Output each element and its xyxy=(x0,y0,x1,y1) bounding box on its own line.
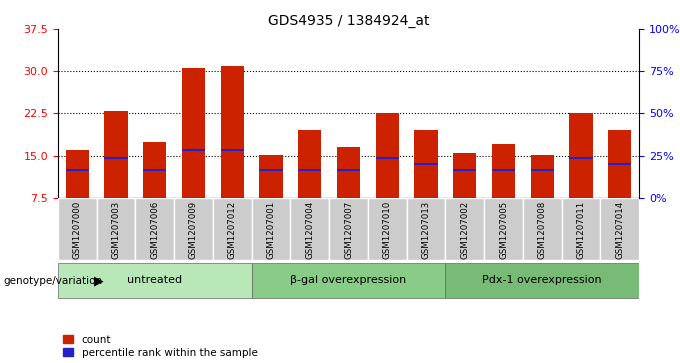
Bar xyxy=(530,155,554,198)
Bar xyxy=(104,111,128,198)
Bar xyxy=(298,169,322,171)
Bar xyxy=(220,149,244,151)
Bar xyxy=(530,169,554,171)
Text: GSM1207005: GSM1207005 xyxy=(499,201,508,259)
Bar xyxy=(252,198,290,260)
Text: genotype/variation: genotype/variation xyxy=(3,276,103,286)
Bar xyxy=(608,163,632,165)
Bar xyxy=(569,158,593,159)
Bar xyxy=(414,130,438,198)
Bar xyxy=(259,169,283,171)
Bar xyxy=(58,263,252,298)
Bar xyxy=(484,198,523,260)
Text: GSM1207013: GSM1207013 xyxy=(422,201,430,259)
Bar xyxy=(492,144,515,198)
Bar xyxy=(337,169,360,171)
Bar xyxy=(213,198,252,260)
Bar xyxy=(259,155,283,198)
Bar xyxy=(174,198,213,260)
Text: GSM1207006: GSM1207006 xyxy=(150,201,159,259)
Text: GSM1207008: GSM1207008 xyxy=(538,201,547,259)
Bar xyxy=(135,198,174,260)
Bar xyxy=(252,263,445,298)
Bar xyxy=(608,130,632,198)
Text: GSM1207002: GSM1207002 xyxy=(460,201,469,259)
Bar xyxy=(290,198,329,260)
Text: ▶: ▶ xyxy=(94,275,103,288)
Legend: count, percentile rank within the sample: count, percentile rank within the sample xyxy=(63,335,258,358)
Text: GSM1207009: GSM1207009 xyxy=(189,201,198,259)
Text: Pdx-1 overexpression: Pdx-1 overexpression xyxy=(483,275,602,285)
Bar xyxy=(453,169,477,171)
Bar xyxy=(600,198,639,260)
Text: GSM1207011: GSM1207011 xyxy=(577,201,585,259)
Bar xyxy=(453,153,477,198)
Bar xyxy=(97,198,135,260)
Bar xyxy=(182,149,205,151)
Text: GSM1207010: GSM1207010 xyxy=(383,201,392,259)
Bar xyxy=(329,198,368,260)
Bar xyxy=(58,198,97,260)
Text: GSM1207014: GSM1207014 xyxy=(615,201,624,259)
Bar xyxy=(523,198,562,260)
Text: GSM1207003: GSM1207003 xyxy=(112,201,120,259)
Bar xyxy=(569,113,593,198)
Bar xyxy=(375,158,399,159)
Bar xyxy=(298,130,322,198)
Text: GSM1207001: GSM1207001 xyxy=(267,201,275,259)
Bar xyxy=(337,147,360,198)
Bar xyxy=(104,158,128,159)
Bar xyxy=(445,263,639,298)
Bar xyxy=(562,198,600,260)
Bar xyxy=(143,169,167,171)
Bar xyxy=(220,66,244,198)
Bar xyxy=(407,198,445,260)
Bar xyxy=(375,113,399,198)
Bar xyxy=(143,142,167,198)
Bar xyxy=(492,169,515,171)
Text: β-gal overexpression: β-gal overexpression xyxy=(290,275,407,285)
Bar xyxy=(368,198,407,260)
Bar xyxy=(445,198,484,260)
Text: GSM1207012: GSM1207012 xyxy=(228,201,237,259)
Bar xyxy=(182,68,205,198)
Text: GSM1207007: GSM1207007 xyxy=(344,201,353,259)
Title: GDS4935 / 1384924_at: GDS4935 / 1384924_at xyxy=(268,14,429,28)
Bar xyxy=(414,163,438,165)
Text: untreated: untreated xyxy=(127,275,182,285)
Bar xyxy=(65,169,89,171)
Bar xyxy=(65,150,89,198)
Text: GSM1207004: GSM1207004 xyxy=(305,201,314,259)
Text: GSM1207000: GSM1207000 xyxy=(73,201,82,259)
